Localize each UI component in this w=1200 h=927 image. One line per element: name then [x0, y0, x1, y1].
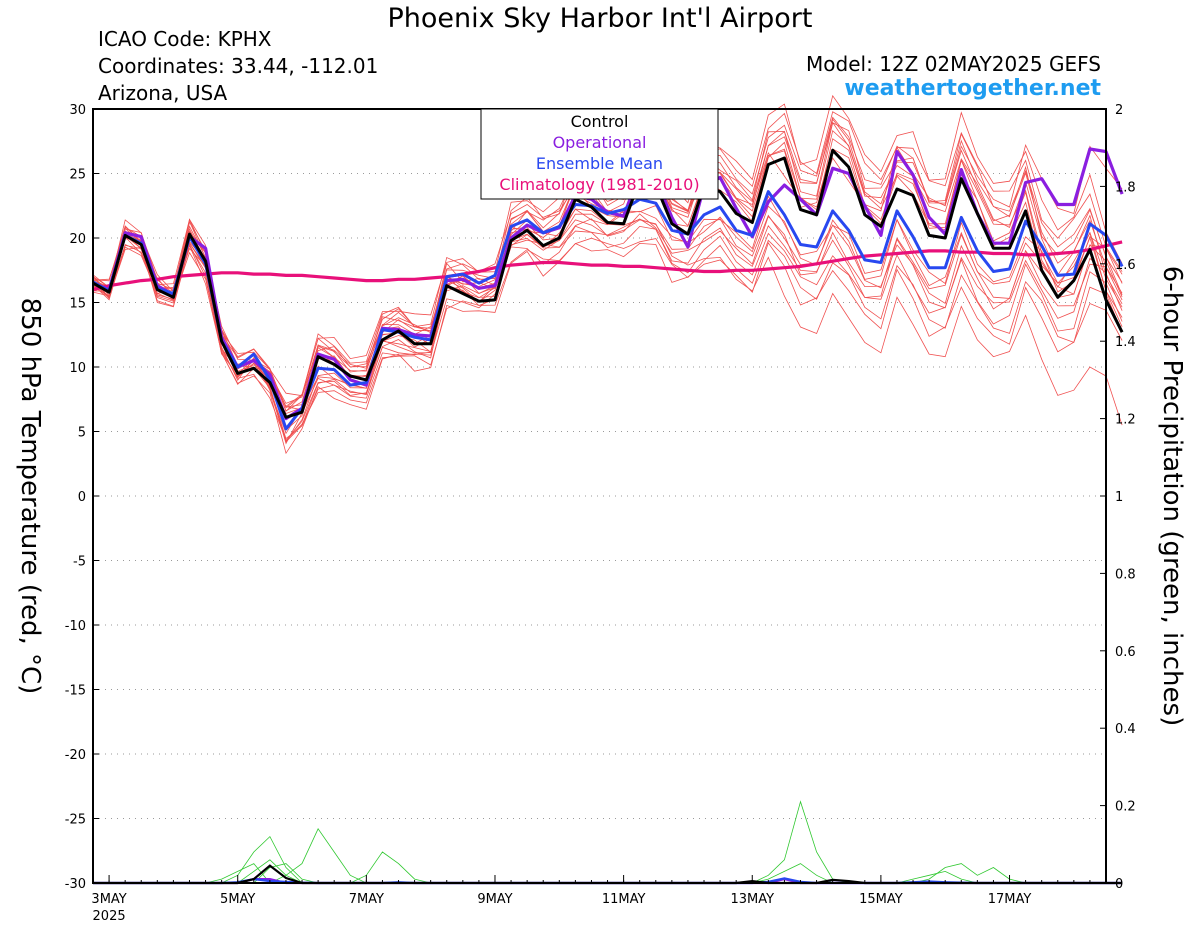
y-tick-label-right: 1.4 — [1115, 335, 1136, 350]
y-tick-label-left: -10 — [65, 619, 86, 634]
temperature-series — [92, 147, 1124, 431]
x-tick-label: 5MAY — [220, 892, 255, 907]
y-tick-label-right: 1.6 — [1115, 258, 1136, 273]
legend-item: Control — [571, 112, 629, 131]
ensemble-mean-line — [92, 190, 1124, 431]
y-tick-label-right: 1.2 — [1115, 413, 1136, 428]
y-tick-label-left: 10 — [69, 361, 86, 376]
page-title: Phoenix Sky Harbor Int'l Airport — [387, 3, 813, 34]
y-tick-label-left: 20 — [69, 232, 86, 247]
y-tick-label-left: 25 — [69, 168, 86, 183]
y-tick-label-left: -20 — [65, 748, 86, 763]
model-run: Model: 12Z 02MAY2025 GEFS — [806, 52, 1101, 76]
y-tick-label-right: 0.8 — [1115, 567, 1136, 582]
region: Arizona, USA — [98, 81, 228, 105]
legend-box — [480, 108, 719, 200]
control-line — [92, 148, 1124, 419]
y-tick-label-right: 2 — [1115, 103, 1123, 118]
ensemble-member-line — [92, 225, 1123, 440]
legend: Control Operational Ensemble Mean Climatolo… — [480, 108, 719, 200]
ensemble-member-line — [92, 122, 1123, 412]
ensemble-member-line — [92, 237, 1123, 442]
y-tick-label-left: 0 — [78, 490, 86, 505]
legend-item: Ensemble Mean — [536, 154, 663, 173]
x-tick-label: 3MAY — [91, 892, 126, 907]
precip-member-line — [93, 800, 1123, 884]
y-tick-label-left: 30 — [69, 103, 86, 118]
y-tick-label-right: 0 — [1115, 877, 1123, 892]
precip-member-line — [93, 851, 1123, 884]
x-tick-label: 7MAY — [349, 892, 384, 907]
x-tick-label: 9MAY — [477, 892, 512, 907]
grid — [93, 173, 1106, 819]
axes: 302520151050-5-10-15-20-25-3021.81.61.41… — [65, 103, 1136, 924]
x-tick-label: 17MAY — [988, 892, 1032, 907]
icao-code: ICAO Code: KPHX — [98, 27, 272, 51]
y-tick-label-left: -25 — [65, 813, 86, 828]
ensemble-member-line — [92, 242, 1123, 455]
legend-item: Climatology (1981-2010) — [499, 175, 699, 194]
x-tick-label: 11MAY — [602, 892, 646, 907]
y-tick-label-left: 5 — [78, 426, 86, 441]
plot-frame — [92, 108, 1107, 884]
x-tick-label: 15MAY — [859, 892, 903, 907]
y-tick-label-left: -5 — [73, 555, 86, 570]
y-tick-label-right: 0.4 — [1115, 722, 1136, 737]
precipitation-series — [93, 800, 1123, 885]
y-tick-label-left: -15 — [65, 684, 86, 699]
y-tick-label-right: 0.6 — [1115, 645, 1136, 660]
y-tick-label-left: 15 — [69, 297, 86, 312]
y-tick-label-right: 1 — [1115, 490, 1123, 505]
y-tick-label-left: -30 — [65, 877, 86, 892]
y-tick-label-right: 0.2 — [1115, 800, 1136, 815]
site-link[interactable]: weathertogether.net — [844, 76, 1101, 101]
y-tick-label-right: 1.8 — [1115, 180, 1136, 195]
x-tick-sublabel: 2025 — [93, 909, 126, 924]
precip-member-line — [93, 827, 1123, 884]
x-tick-label: 13MAY — [730, 892, 774, 907]
coordinates: Coordinates: 33.44, -112.01 — [98, 54, 379, 78]
legend-item: Operational — [553, 133, 647, 152]
